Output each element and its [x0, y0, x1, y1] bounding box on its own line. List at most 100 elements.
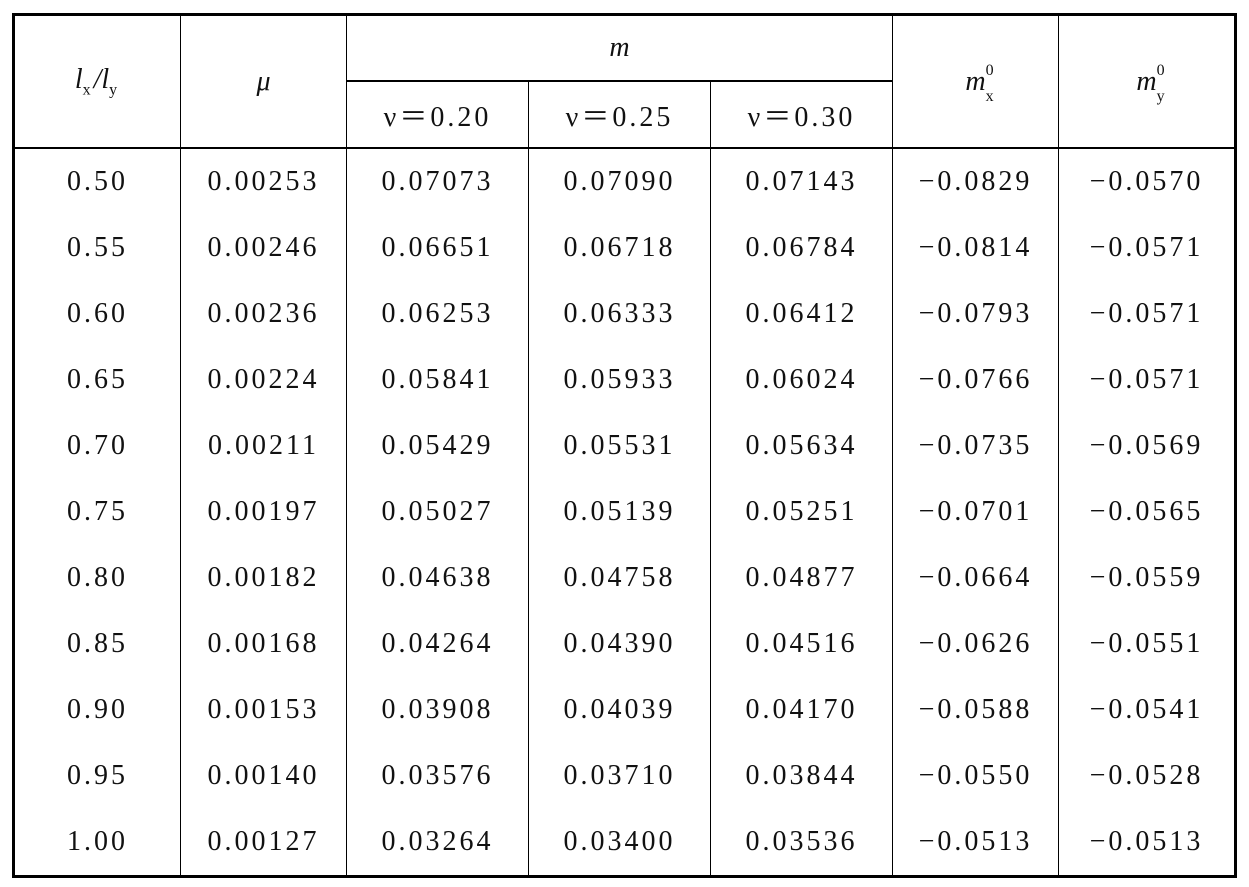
table-cell: 0.50	[13, 148, 181, 215]
table-cell: −0.0626	[892, 611, 1059, 677]
table-row: 0.60 0.00236 0.06253 0.06333 0.06412 −0.0793−…	[13, 281, 1236, 347]
header-sub: x	[82, 81, 94, 99]
header-sub: x	[985, 87, 997, 105]
table-cell: 0.00246	[180, 215, 347, 281]
table-cell: 0.06718	[528, 215, 711, 281]
table-cell: −0.0513	[892, 809, 1059, 877]
table-row: 0.65 0.00224 0.05841 0.05933 0.06024 −0.0766−…	[13, 347, 1236, 413]
table-cell: 0.04039	[528, 677, 711, 743]
header-sub: y	[1156, 87, 1168, 105]
table-cell: 0.06024	[710, 347, 893, 413]
table-cell: 0.75	[13, 479, 181, 545]
table-cell: 0.05634	[710, 413, 893, 479]
table-cell: 1.00	[13, 809, 181, 877]
table-cell: −0.0541	[1058, 677, 1236, 743]
table-cell: −0.0571	[1058, 215, 1236, 281]
table-cell: −0.0766	[892, 347, 1059, 413]
table-cell: −0.0528	[1058, 743, 1236, 809]
table-cell: 0.06651	[346, 215, 529, 281]
header-text: m	[1136, 65, 1157, 97]
header-sup: 0	[1156, 61, 1168, 79]
table-cell: 0.04170	[710, 677, 893, 743]
table-cell: 0.00236	[180, 281, 347, 347]
table-cell: 0.00211	[180, 413, 347, 479]
table-cell: 0.06253	[346, 281, 529, 347]
header-sub: y	[109, 81, 121, 99]
table-row: 0.95 0.00140 0.03576 0.03710 0.03844 −0.0550−…	[13, 743, 1236, 809]
table-cell: 0.05251	[710, 479, 893, 545]
nu-header: ν＝0.30	[710, 80, 893, 149]
table-cell: −0.0814	[892, 215, 1059, 281]
table-cell: 0.07143	[710, 148, 893, 215]
table-cell: −0.0570	[1058, 148, 1236, 215]
table-cell: 0.60	[13, 281, 181, 347]
table-cell: −0.0793	[892, 281, 1059, 347]
table-cell: 0.04264	[346, 611, 529, 677]
table-cell: 0.03576	[346, 743, 529, 809]
table-cell: −0.0569	[1058, 413, 1236, 479]
table-cell: −0.0551	[1058, 611, 1236, 677]
table-cell: 0.00197	[180, 479, 347, 545]
table-cell: 0.95	[13, 743, 181, 809]
table-cell: 0.05841	[346, 347, 529, 413]
table-cell: 0.65	[13, 347, 181, 413]
table-cell: 0.04758	[528, 545, 711, 611]
table-row: 0.90 0.00153 0.03908 0.04039 0.04170 −0.0588−…	[13, 677, 1236, 743]
mu-header: μ	[180, 14, 347, 149]
table-cell: −0.0735	[892, 413, 1059, 479]
table-cell: −0.0664	[892, 545, 1059, 611]
m-header: m	[346, 14, 893, 82]
table-cell: 0.70	[13, 413, 181, 479]
table-cell: 0.07090	[528, 148, 711, 215]
table-cell: 0.05027	[346, 479, 529, 545]
table-row: 0.50 0.00253 0.07073 0.07090 0.07143 −0.0829−…	[13, 148, 1236, 215]
table-cell: 0.03908	[346, 677, 529, 743]
table-cell: 0.04390	[528, 611, 711, 677]
table-cell: 0.05139	[528, 479, 711, 545]
table-cell: −0.0513	[1058, 809, 1236, 877]
table-row: 0.75 0.00197 0.05027 0.05139 0.05251 −0.0701−…	[13, 479, 1236, 545]
table-row: 0.85 0.00168 0.04264 0.04390 0.04516 −0.0626−…	[13, 611, 1236, 677]
table-cell: −0.0588	[892, 677, 1059, 743]
table-cell: 0.03400	[528, 809, 711, 877]
header-row: ν＝0.20 ν＝0.25 ν＝0.30	[14, 80, 1236, 149]
table-cell: 0.03844	[710, 743, 893, 809]
table-cell: 0.05429	[346, 413, 529, 479]
table-cell: 0.04638	[346, 545, 529, 611]
table-cell: 0.05933	[528, 347, 711, 413]
header-text: μ	[256, 65, 271, 97]
table-cell: −0.0571	[1058, 281, 1236, 347]
table-row: 0.80 0.00182 0.04638 0.04758 0.04877 −0.0664−…	[13, 545, 1236, 611]
table-cell: 0.07073	[346, 148, 529, 215]
table-row: 0.55 0.00246 0.06651 0.06718 0.06784 −0.0814−…	[13, 215, 1236, 281]
table-cell: −0.0559	[1058, 545, 1236, 611]
header-sup: 0	[985, 61, 997, 79]
table-cell: −0.0829	[892, 148, 1059, 215]
table-cell: 0.00168	[180, 611, 347, 677]
table-cell: 0.00153	[180, 677, 347, 743]
table-cell: 0.00182	[180, 545, 347, 611]
nu-header: ν＝0.20	[346, 80, 529, 149]
table-cell: 0.00253	[180, 148, 347, 215]
table-cell: 0.00127	[180, 809, 347, 877]
header-text: m	[965, 65, 986, 97]
table-cell: 0.03710	[528, 743, 711, 809]
table-cell: −0.0571	[1058, 347, 1236, 413]
table-cell: 0.80	[13, 545, 181, 611]
table-cell: 0.55	[13, 215, 181, 281]
header-text: l	[101, 63, 110, 95]
ratio-header: lx/ly	[13, 14, 181, 149]
table-cell: 0.04877	[710, 545, 893, 611]
nu-header: ν＝0.25	[528, 80, 711, 149]
table-cell: −0.0701	[892, 479, 1059, 545]
table-cell: 0.85	[13, 611, 181, 677]
table-cell: 0.06412	[710, 281, 893, 347]
table-row: 1.00 0.00127 0.03264 0.03400 0.03536 −0.0513−…	[13, 809, 1236, 877]
table-body: 0.50 0.00253 0.07073 0.07090 0.07143 −0.0829−…	[13, 148, 1236, 877]
table-cell: 0.03536	[710, 809, 893, 877]
table-cell: 0.00140	[180, 743, 347, 809]
